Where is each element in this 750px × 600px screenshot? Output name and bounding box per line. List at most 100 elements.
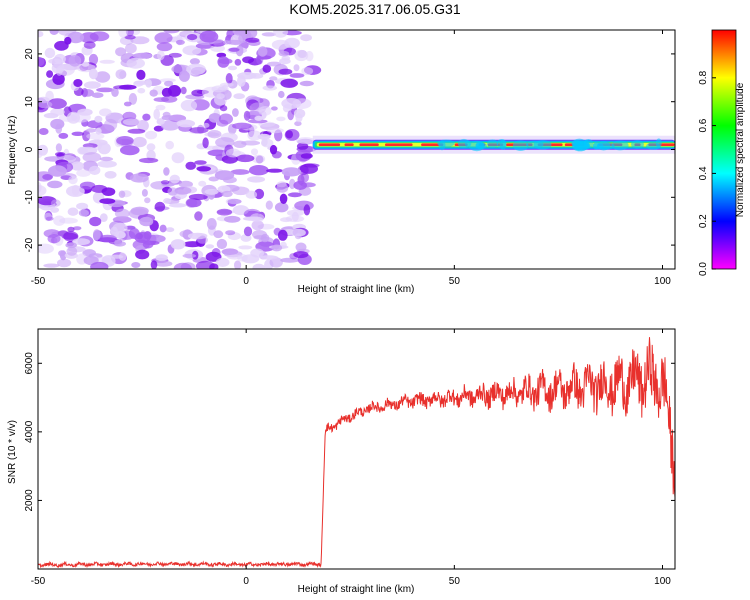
- noise-blob: [199, 30, 219, 43]
- noise-blob: [45, 216, 54, 221]
- noise-blob: [167, 187, 178, 196]
- noise-blob: [256, 54, 264, 65]
- noise-blob: [89, 165, 101, 175]
- band-bulge: [655, 138, 662, 148]
- noise-blob: [278, 68, 293, 75]
- noise-blob: [291, 211, 299, 222]
- noise-blob: [225, 73, 233, 84]
- noise-blob: [47, 98, 67, 109]
- noise-blob: [292, 98, 312, 109]
- noise-blob: [109, 254, 124, 259]
- noise-blob: [245, 37, 260, 43]
- noise-blob: [225, 148, 241, 158]
- noise-blob: [123, 101, 132, 107]
- noise-blob: [220, 82, 234, 88]
- noise-blob: [250, 248, 265, 258]
- noise-blob: [266, 127, 284, 134]
- noise-blob: [280, 217, 293, 223]
- noise-blob: [146, 234, 166, 243]
- noise-blob: [68, 55, 82, 67]
- noise-blob: [255, 155, 264, 164]
- noise-blob: [45, 90, 54, 102]
- noise-blob: [258, 106, 272, 116]
- noise-blob: [70, 161, 85, 171]
- noise-blob: [48, 58, 63, 65]
- noise-blob: [225, 230, 236, 236]
- noise-blob: [154, 32, 173, 44]
- noise-blob: [83, 81, 101, 89]
- noise-blob: [127, 128, 146, 134]
- noise-blob: [178, 180, 193, 188]
- y-tick-label: 2000: [24, 489, 35, 512]
- noise-blob: [202, 137, 209, 149]
- noise-blob: [44, 47, 56, 59]
- noise-blob: [261, 32, 277, 37]
- noise-blob: [194, 211, 203, 221]
- noise-blob: [118, 30, 128, 38]
- noise-blob: [156, 118, 165, 125]
- noise-blob: [112, 216, 132, 223]
- band-bulge: [597, 142, 615, 150]
- noise-blob: [79, 32, 99, 44]
- band-bulge: [468, 140, 485, 152]
- noise-blob: [250, 148, 259, 156]
- y-tick-label: -20: [24, 237, 35, 252]
- band-bulge: [611, 140, 629, 151]
- spectrogram-panel: -50 0 50 100 -20 -10 0 10 20 Height of straight …: [7, 29, 676, 295]
- noise-blob: [237, 253, 248, 262]
- noise-blob: [159, 224, 167, 233]
- noise-blob: [72, 238, 91, 246]
- noise-blob: [296, 137, 315, 145]
- noise-blob: [235, 45, 244, 57]
- noise-blob: [129, 173, 149, 183]
- noise-blob: [216, 238, 228, 250]
- x-tick-label: -50: [31, 576, 46, 587]
- noise-blob: [132, 136, 147, 148]
- noise-blob: [216, 208, 233, 216]
- noise-blob: [197, 236, 208, 244]
- noise-blob: [247, 176, 266, 183]
- noise-blob: [82, 249, 96, 257]
- noise-blob: [223, 215, 241, 223]
- noise-blob: [99, 156, 114, 162]
- band-bulge: [486, 139, 499, 148]
- noise-blob: [287, 110, 295, 121]
- noise-blob: [294, 121, 302, 127]
- noise-blob: [249, 213, 265, 223]
- x-tick-label: 100: [654, 576, 671, 587]
- noise-blob: [242, 56, 255, 64]
- y-tick-label: 0: [24, 146, 35, 152]
- noise-blob: [54, 40, 69, 51]
- noise-blob: [98, 234, 117, 243]
- band-bulge: [583, 139, 590, 149]
- colorbar-label: Normalized spectral amplitude: [735, 82, 746, 217]
- band-core-segment: [385, 143, 413, 146]
- noise-blob: [293, 251, 309, 259]
- noise-blob: [294, 49, 309, 62]
- noise-blob: [232, 186, 250, 196]
- noise-blob: [248, 165, 269, 176]
- noise-blob: [169, 174, 180, 184]
- noise-blob: [182, 253, 197, 258]
- noise-blob: [43, 263, 60, 268]
- noise-blob: [99, 213, 108, 223]
- noise-blob: [269, 76, 278, 81]
- noise-blob: [182, 45, 202, 56]
- noise-blob: [167, 85, 182, 97]
- noise-blob: [88, 68, 98, 80]
- band-bulge: [631, 140, 644, 149]
- noise-blob: [279, 193, 288, 204]
- noise-blob: [55, 123, 63, 134]
- noise-blob: [160, 120, 180, 131]
- noise-blob: [191, 89, 205, 97]
- noise-blob: [186, 63, 206, 75]
- noise-blob: [124, 35, 136, 40]
- noise-blob: [88, 53, 99, 66]
- noise-blob: [254, 115, 263, 121]
- noise-blob: [50, 108, 65, 116]
- noise-blob: [58, 132, 69, 139]
- noise-blob: [230, 169, 250, 175]
- noise-blob: [189, 58, 200, 65]
- noise-blob: [139, 216, 154, 227]
